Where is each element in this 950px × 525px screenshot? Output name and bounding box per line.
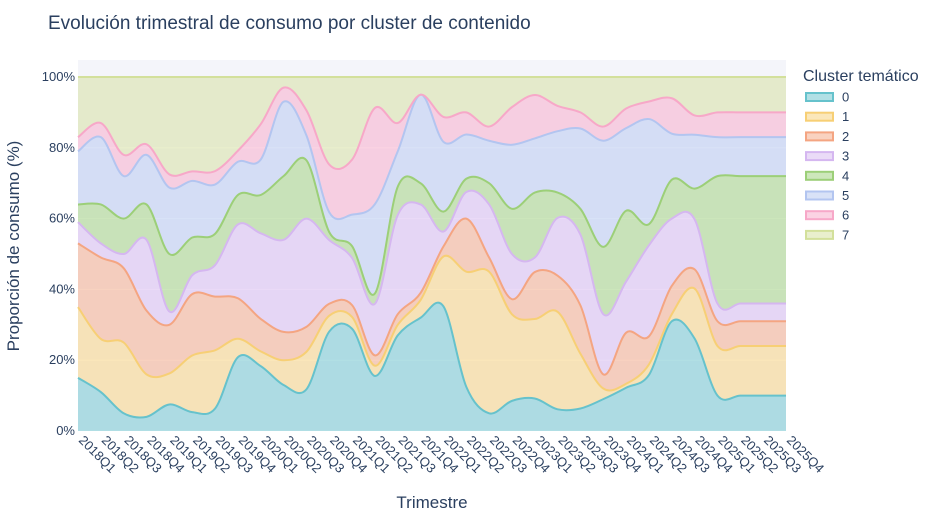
legend-title: Cluster temático (803, 68, 919, 85)
legend-swatch (805, 210, 834, 221)
y-tick-labels: 0% 20% 40% 60% 80% 100% (42, 69, 76, 438)
area-series-5[interactable] (78, 94, 786, 295)
x-axis-label: Trimestre (396, 493, 467, 512)
y-tick-label: 100% (42, 69, 76, 84)
legend-label: 7 (842, 227, 849, 242)
legend-label: 4 (842, 168, 849, 183)
y-tick-label: 80% (49, 140, 75, 155)
legend-swatch (805, 190, 834, 201)
chart-title: Evolución trimestral de consumo por clus… (48, 13, 531, 34)
y-tick-label: 20% (49, 352, 75, 367)
area-series[interactable] (78, 77, 786, 431)
legend-swatch (805, 151, 834, 162)
legend-label: 3 (842, 149, 849, 164)
legend-swatch (805, 92, 834, 102)
series-line-0 (77, 301, 786, 419)
legend-item-1[interactable]: 1 (805, 109, 849, 124)
series-line-1 (77, 254, 786, 392)
series-line-3 (77, 189, 786, 317)
legend-label: 1 (842, 109, 849, 124)
legend-label: 0 (842, 90, 849, 105)
legend-swatch (805, 131, 834, 142)
series-lines (77, 75, 786, 419)
series-line-5 (77, 93, 786, 221)
area-series-3[interactable] (78, 190, 786, 375)
legend-item-6[interactable]: 6 (805, 208, 849, 223)
area-series-4[interactable] (78, 157, 786, 316)
series-line-6 (77, 86, 786, 177)
y-tick-label: 40% (49, 281, 75, 296)
legend-swatch (805, 170, 834, 181)
series-line-4 (77, 157, 786, 296)
legend-label: 5 (842, 188, 849, 203)
area-series-7[interactable] (78, 77, 786, 176)
area-series-1[interactable] (78, 255, 786, 418)
legend-item-7[interactable]: 7 (805, 227, 849, 242)
area-series-0[interactable] (78, 302, 786, 431)
legend-item-4[interactable]: 4 (805, 168, 849, 183)
legend-swatch (805, 111, 834, 122)
y-tick-label: 0% (56, 423, 75, 438)
series-line-2 (77, 217, 786, 376)
legend-item-2[interactable]: 2 (805, 129, 849, 144)
y-tick-label: 60% (49, 211, 75, 226)
legend-item-3[interactable]: 3 (805, 149, 849, 164)
x-tick-labels: 2018Q12018Q22018Q32018Q42019Q12019Q22019… (76, 433, 827, 476)
legend-item-0[interactable]: 0 (805, 90, 849, 105)
legend: 0 1 2 3 4 5 6 7 (805, 90, 849, 242)
legend-item-5[interactable]: 5 (805, 188, 849, 203)
y-axis-label: Proporción de consumo (%) (4, 141, 23, 352)
legend-label: 6 (842, 208, 849, 223)
legend-label: 2 (842, 129, 849, 144)
legend-swatch (805, 229, 834, 240)
